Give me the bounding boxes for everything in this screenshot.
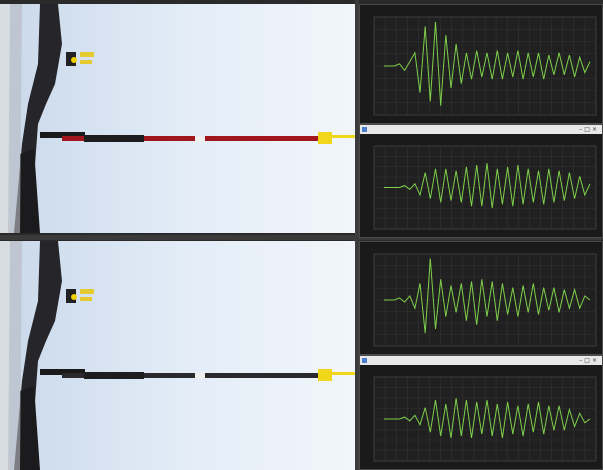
signal-trace <box>384 258 591 334</box>
chart-area-3 <box>360 242 602 354</box>
app-icon <box>362 358 367 363</box>
sight-pin-icon <box>71 294 77 300</box>
chart-panel-2: –□× <box>359 124 603 238</box>
arrow-insert <box>84 135 144 142</box>
signal-trace <box>384 398 591 438</box>
horizontal-divider <box>0 235 603 240</box>
chart-panel-4: –□× <box>359 355 603 470</box>
window-controls-icon[interactable]: –□× <box>579 357 599 364</box>
arrow-label <box>195 372 205 379</box>
sight-block <box>66 52 76 66</box>
photo-black-arrow <box>0 241 357 470</box>
window-titlebar-2[interactable]: –□× <box>360 125 602 134</box>
tip-marker <box>318 369 332 381</box>
arrow-label <box>195 135 205 142</box>
app-icon <box>362 127 367 132</box>
signal-trace <box>384 21 591 106</box>
chart-area-2 <box>360 134 602 237</box>
arrow-rest <box>40 369 85 375</box>
bow-grip <box>20 149 40 233</box>
bow-grip <box>20 386 40 470</box>
window-controls-icon[interactable]: –□× <box>579 126 599 133</box>
arrow-insert <box>84 372 144 379</box>
arrow-rest <box>40 132 85 138</box>
chart-area-1 <box>360 5 602 123</box>
sight-block <box>66 289 76 303</box>
photo-red-arrow <box>0 4 357 233</box>
chart-panel-3 <box>359 241 603 355</box>
sight-pin-icon <box>71 57 77 63</box>
vertical-divider <box>355 0 359 470</box>
chart-panel-1 <box>359 4 603 124</box>
chart-area-4 <box>360 365 602 469</box>
tip-marker <box>318 132 332 144</box>
signal-trace <box>384 163 591 209</box>
window-titlebar-4[interactable]: –□× <box>360 356 602 365</box>
